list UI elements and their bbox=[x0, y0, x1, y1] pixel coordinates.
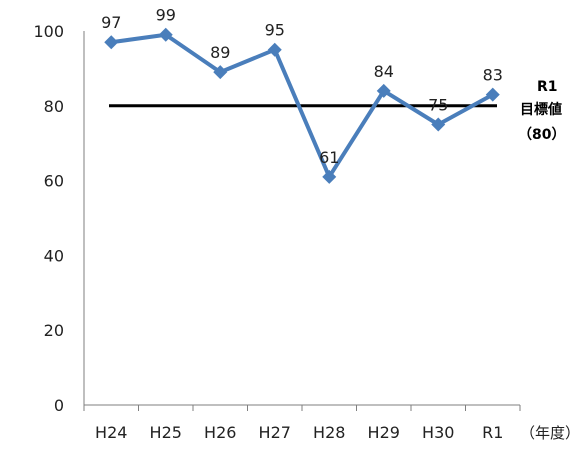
data-point-marker bbox=[213, 65, 228, 80]
x-tick-label: H24 bbox=[95, 423, 127, 442]
data-point-marker bbox=[267, 42, 282, 57]
series-markers bbox=[104, 27, 500, 184]
x-axis-ticks: H24 H25 H26 H27 H28 H29 H30 R1 bbox=[83, 405, 521, 442]
data-point-marker bbox=[431, 117, 446, 132]
data-point-marker bbox=[322, 169, 337, 184]
data-point-marker bbox=[485, 87, 500, 102]
data-label: 97 bbox=[101, 13, 121, 32]
data-label: 99 bbox=[156, 6, 176, 25]
target-label: R1 目標値 （80） bbox=[518, 79, 565, 143]
x-tick-label: H29 bbox=[368, 423, 400, 442]
x-axis-unit-label: （年度） bbox=[520, 424, 580, 442]
x-tick-label: H25 bbox=[150, 423, 182, 442]
data-labels: 97 99 89 95 61 84 75 83 bbox=[101, 6, 503, 167]
target-label-line: R1 bbox=[537, 79, 558, 95]
data-label: 75 bbox=[428, 96, 448, 115]
data-label: 84 bbox=[374, 62, 394, 81]
y-axis-ticks: 0 20 40 60 80 100 bbox=[33, 22, 64, 415]
series-line bbox=[110, 32, 494, 179]
y-tick-label: 100 bbox=[33, 22, 64, 41]
data-point-marker bbox=[158, 27, 173, 42]
y-tick-label: 60 bbox=[44, 172, 64, 191]
y-tick-label: 20 bbox=[44, 321, 64, 340]
y-tick-label: 0 bbox=[54, 396, 64, 415]
x-tick-label: H26 bbox=[204, 423, 236, 442]
target-label-line: （80） bbox=[518, 127, 565, 143]
data-label: 89 bbox=[210, 43, 230, 62]
data-point-marker bbox=[104, 35, 119, 50]
x-tick-label: H30 bbox=[422, 423, 454, 442]
data-label: 95 bbox=[265, 21, 285, 40]
data-label: 61 bbox=[319, 148, 339, 167]
x-tick-label: H28 bbox=[313, 423, 345, 442]
x-tick-label: R1 bbox=[482, 423, 503, 442]
data-label: 83 bbox=[483, 66, 503, 85]
y-tick-label: 40 bbox=[44, 246, 64, 265]
x-tick-label: H27 bbox=[259, 423, 291, 442]
target-label-line: 目標値 bbox=[520, 101, 562, 118]
y-tick-label: 80 bbox=[44, 97, 64, 116]
data-point-marker bbox=[376, 83, 391, 98]
